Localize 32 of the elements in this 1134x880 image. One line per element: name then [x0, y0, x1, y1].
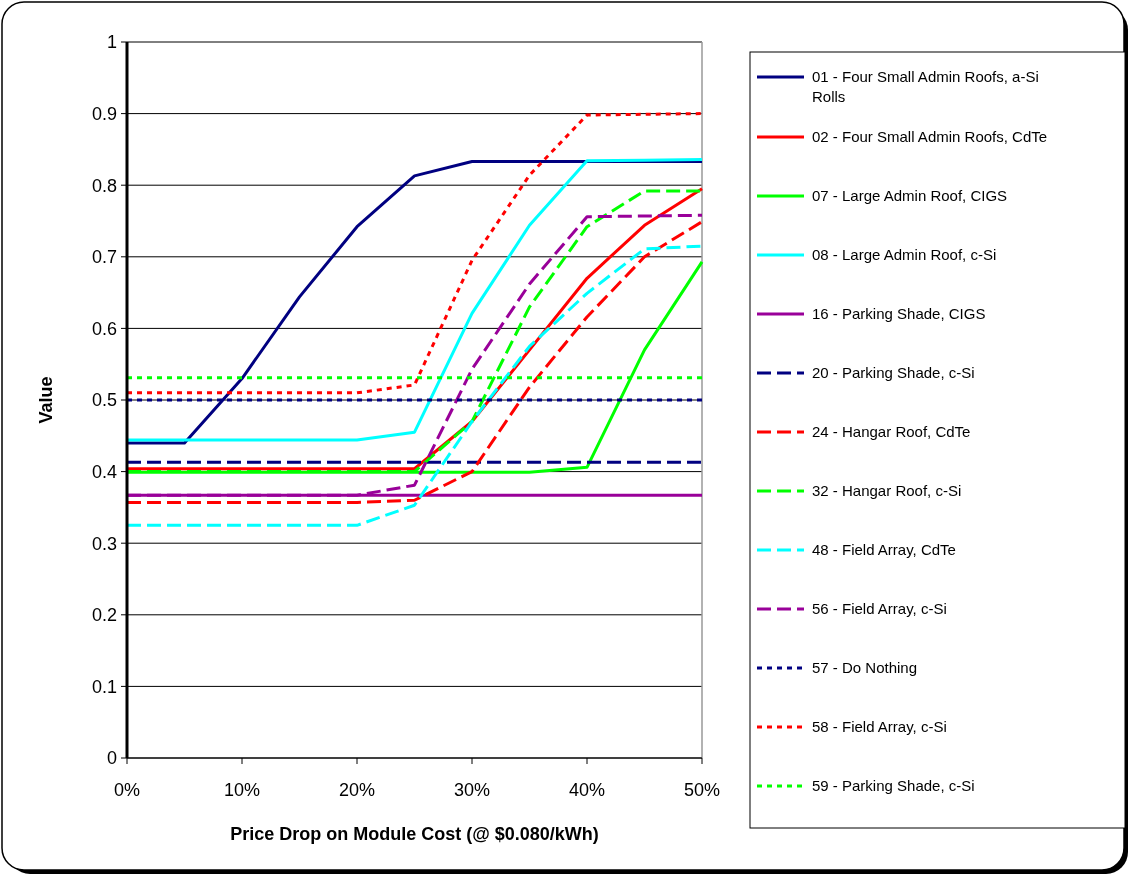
legend-label: 48 - Field Array, CdTe — [812, 541, 956, 558]
y-tick-label: 0.3 — [91, 533, 117, 554]
x-tick-label: 30% — [453, 780, 491, 800]
y-tick-label: 0.8 — [91, 175, 117, 196]
legend-label: 20 - Parking Shade, c-Si — [812, 364, 975, 381]
y-tick-label: 1 — [106, 32, 117, 53]
y-tick-label: 0.9 — [91, 103, 117, 124]
x-tick-label: 10% — [223, 780, 261, 800]
x-tick-label: 40% — [568, 780, 606, 800]
legend-label: 57 - Do Nothing — [812, 659, 918, 676]
y-tick-label: 0.2 — [91, 605, 117, 626]
y-axis-title: Value — [36, 376, 56, 424]
legend-label: 59 - Parking Shade, c-Si — [812, 777, 975, 794]
x-tick-label: 0% — [113, 780, 141, 800]
y-tick-label: 0.5 — [91, 390, 117, 411]
legend-label: 58 - Field Array, c-Si — [812, 718, 947, 735]
x-tick-label: 20% — [338, 780, 376, 800]
legend-label: 02 - Four Small Admin Roofs, CdTe — [812, 128, 1048, 145]
y-tick-label: 0.7 — [91, 247, 117, 268]
x-tick-label: 50% — [683, 780, 721, 800]
x-axis-title: Price Drop on Module Cost (@ $0.080/kWh) — [230, 824, 599, 844]
y-tick-label: 0.1 — [91, 676, 117, 697]
legend-label: 32 - Hangar Roof, c-Si — [812, 482, 962, 499]
y-tick-label: 0.4 — [91, 461, 117, 482]
legend-label: 08 - Large Admin Roof, c-Si — [812, 246, 997, 263]
y-tick-label: 0 — [106, 748, 117, 769]
legend-label: 07 - Large Admin Roof, CIGS — [812, 187, 1008, 204]
legend-label: 24 - Hangar Roof, CdTe — [812, 423, 971, 440]
legend-label: 16 - Parking Shade, CIGS — [812, 305, 986, 322]
legend-label: 01 - Four Small Admin Roofs, a-Si Rolls — [812, 68, 1039, 105]
legend-label: 56 - Field Array, c-Si — [812, 600, 947, 617]
y-tick-label: 0.6 — [91, 318, 117, 339]
